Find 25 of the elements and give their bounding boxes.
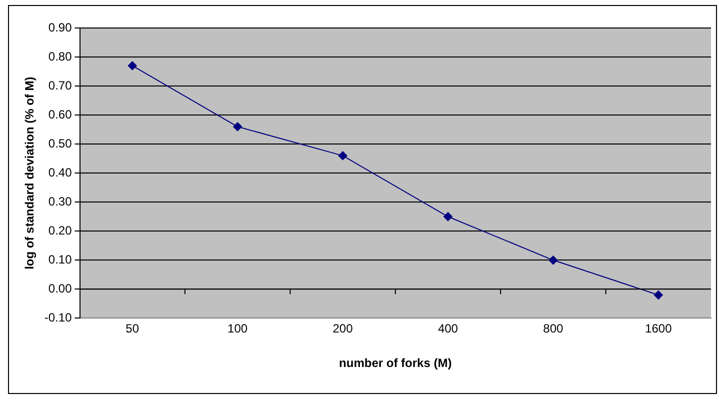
- y-tick-label: 0.10: [48, 252, 72, 266]
- x-tick-label: 50: [126, 322, 140, 336]
- point: [233, 122, 242, 132]
- point: [548, 256, 558, 265]
- point: [338, 151, 348, 160]
- y-tick-label: 0.20: [48, 223, 72, 238]
- x-tick-label: 1600: [645, 322, 672, 336]
- y-tick-label: 0.70: [48, 78, 72, 92]
- y-tick-label: 0.80: [48, 49, 72, 64]
- point: [443, 212, 452, 222]
- y-tick-label: 0.60: [48, 107, 72, 122]
- y-axis-title: log of standard deviation (% of M): [22, 76, 37, 270]
- y-tick-label: -0.10: [44, 310, 72, 325]
- point: [654, 290, 663, 300]
- point: [128, 61, 137, 70]
- y-tick-label: 0.90: [48, 20, 72, 34]
- x-tick-label: 100: [228, 322, 248, 336]
- y-tick-label: 0.00: [48, 281, 72, 296]
- y-tick-label: 0.30: [48, 194, 72, 208]
- x-axis-title: number of forks (M): [339, 356, 452, 370]
- x-tick-label: 400: [438, 322, 458, 336]
- y-tick-label: 0.40: [48, 165, 72, 180]
- x-tick-label: 800: [543, 322, 564, 336]
- y-tick-label: 0.50: [48, 136, 72, 150]
- x-tick-label: 200: [332, 322, 354, 336]
